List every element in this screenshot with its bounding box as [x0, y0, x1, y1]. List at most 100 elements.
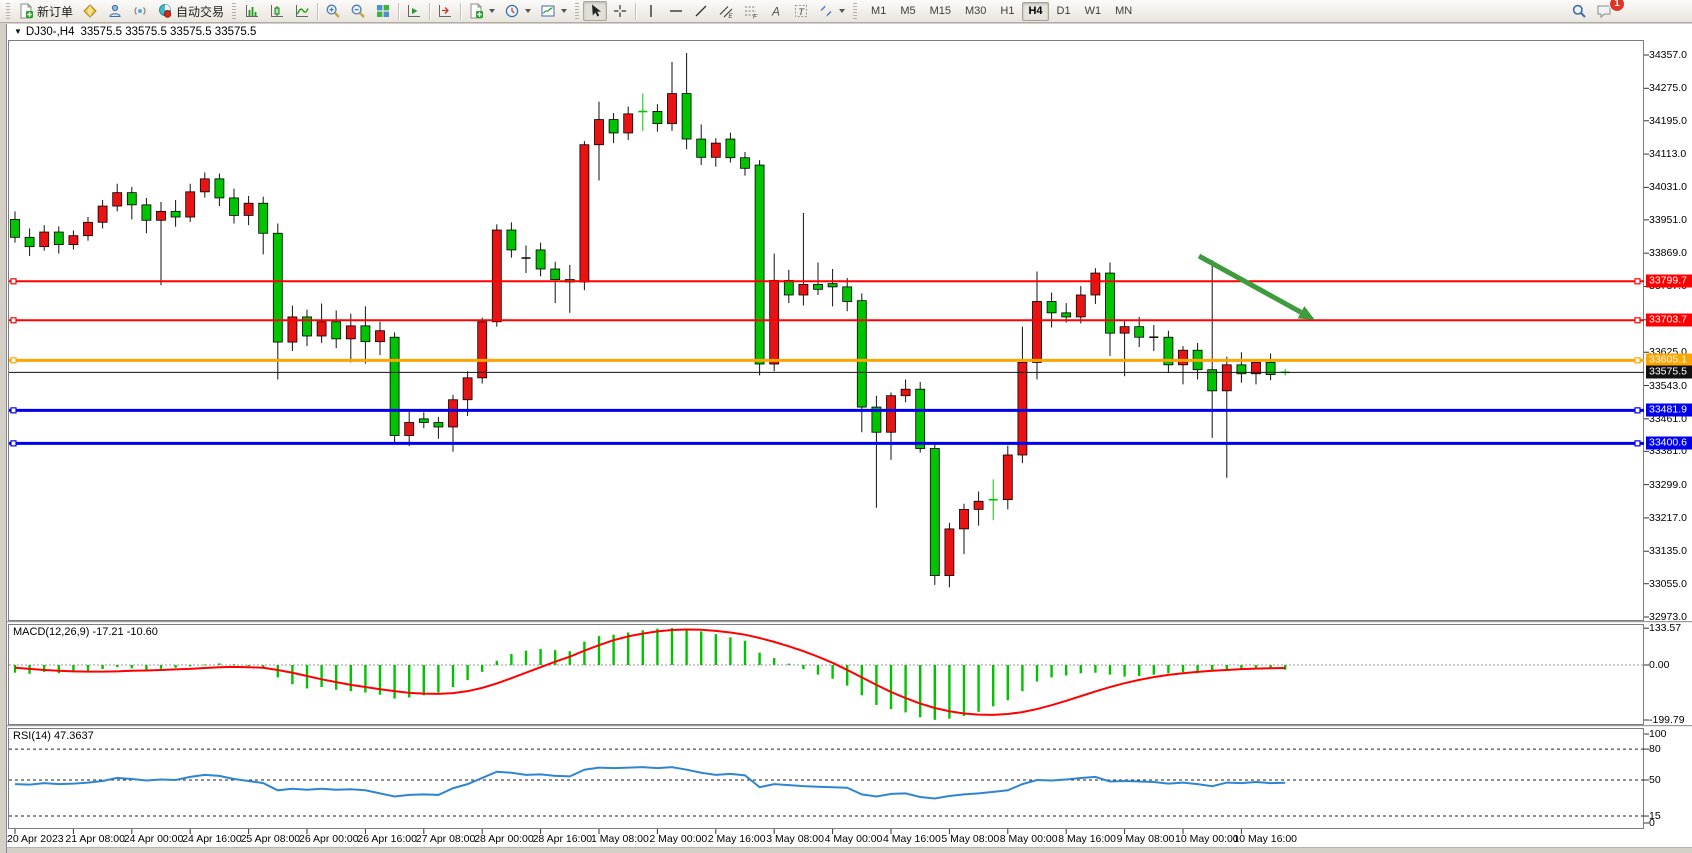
chart-canvas[interactable] — [7, 24, 1692, 853]
toolbar-grip[interactable] — [6, 2, 10, 20]
candlestick — [272, 232, 283, 343]
line-chart-icon — [294, 3, 310, 19]
tile-windows-icon — [375, 3, 391, 19]
timeframe-button-D1[interactable]: D1 — [1056, 4, 1071, 17]
candlestick — [1119, 326, 1130, 334]
candlestick-chart-button[interactable] — [265, 1, 289, 21]
hline-handle[interactable] — [1634, 278, 1641, 285]
arrows-icon — [818, 3, 834, 19]
candlestick — [375, 330, 385, 343]
fibonacci-button[interactable]: F — [739, 1, 763, 21]
timeframe-button-W1[interactable]: W1 — [1084, 4, 1102, 17]
tile-windows-button[interactable] — [371, 1, 395, 21]
macd-histogram-bar — [539, 649, 542, 665]
macd-histogram-bar — [904, 665, 907, 713]
timeframe-button-M15[interactable]: M15 — [929, 4, 951, 17]
candlestick — [462, 377, 473, 401]
cursor-button[interactable] — [583, 1, 608, 21]
svg-text:E: E — [729, 14, 734, 19]
macd-histogram-bar — [919, 665, 922, 718]
line-chart-button[interactable] — [290, 1, 314, 21]
text-label-button[interactable]: T — [789, 1, 813, 21]
candlestick — [813, 284, 823, 290]
search-button[interactable] — [1567, 1, 1591, 21]
hline-handle[interactable] — [10, 278, 17, 285]
hline-handle[interactable] — [1634, 317, 1641, 324]
candlestick — [1163, 336, 1174, 366]
collapse-triangle-icon[interactable]: ▼ — [14, 27, 22, 36]
macd-histogram-bar — [203, 664, 206, 666]
candlestick — [740, 157, 750, 169]
zoom-in-icon — [325, 3, 341, 19]
hline-handle[interactable] — [1634, 407, 1641, 414]
macd-histogram-bar — [714, 634, 717, 665]
hline-handle[interactable] — [10, 317, 17, 324]
hline-handle[interactable] — [1634, 357, 1641, 364]
timeframe-button-H1[interactable]: H1 — [1000, 4, 1015, 17]
panel-separator[interactable] — [7, 725, 1692, 728]
candlestick — [214, 178, 225, 199]
candlestick — [754, 164, 765, 365]
horizontal-line-button[interactable] — [664, 1, 688, 21]
templates-button[interactable] — [536, 1, 571, 21]
toolbar-grip[interactable] — [232, 2, 237, 20]
auto-scroll-button[interactable] — [402, 1, 426, 21]
new-order-button[interactable]: 新订单 — [14, 1, 77, 21]
toolbar-grip[interactable] — [575, 2, 580, 20]
trendline-button[interactable] — [689, 1, 713, 21]
candlestick — [579, 144, 590, 283]
equidistant-channel-button[interactable]: E — [714, 1, 738, 21]
macd-histogram-bar — [408, 665, 411, 698]
timeframe-button-M5[interactable]: M5 — [900, 4, 916, 17]
candlestick — [696, 138, 707, 158]
macd-panel[interactable] — [8, 624, 1644, 725]
crosshair-button[interactable] — [608, 1, 632, 21]
indicators-button[interactable] — [464, 1, 499, 21]
timeframe-button-MN[interactable]: MN — [1115, 4, 1133, 17]
candlestick — [389, 336, 400, 436]
chart-shift-button[interactable] — [433, 1, 457, 21]
macd-signal-line — [14, 628, 1286, 716]
vertical-line-icon — [643, 3, 659, 19]
macd-histogram-bar — [1108, 665, 1112, 675]
zoom-out-button[interactable] — [346, 1, 370, 21]
candlestick — [258, 202, 269, 234]
macd-histogram-bar — [189, 665, 192, 667]
bar-chart-button[interactable] — [240, 1, 264, 21]
macd-histogram-bar — [247, 665, 250, 667]
bar-chart-icon — [244, 3, 260, 19]
candlestick — [871, 406, 882, 433]
periods-button[interactable] — [500, 1, 535, 21]
hline-handle[interactable] — [10, 357, 17, 364]
market-watch-button[interactable] — [78, 1, 102, 21]
zoom-in-button[interactable] — [321, 1, 345, 21]
hline-handle[interactable] — [10, 407, 17, 414]
panel-separator[interactable] — [7, 621, 1692, 624]
candlestick — [170, 210, 181, 218]
candlestick — [1178, 349, 1188, 366]
hline-handle[interactable] — [10, 440, 17, 447]
toolbar-grip[interactable] — [853, 2, 858, 20]
rsi-panel[interactable] — [8, 728, 1644, 829]
macd-histogram-bar — [743, 640, 747, 665]
arrows-button[interactable] — [814, 1, 849, 21]
terminal-button[interactable] — [103, 1, 127, 21]
trend-arrow-annotation[interactable] — [1197, 253, 1303, 315]
macd-histogram-bar — [1181, 665, 1185, 673]
vertical-line-button[interactable] — [639, 1, 663, 21]
notification-badge[interactable]: 1 — [1610, 0, 1624, 11]
timeframe-button-M1[interactable]: M1 — [871, 4, 887, 17]
chart-ohlc-values: 33575.5 33575.5 33575.5 33575.5 — [80, 26, 257, 38]
candlestick — [83, 221, 93, 237]
candlestick — [594, 119, 604, 146]
candlestick — [1032, 301, 1042, 363]
chart-symbol-period: DJ30-,H4 — [25, 26, 75, 38]
timeframe-button-H4[interactable]: H4 — [1022, 1, 1049, 21]
text-button[interactable]: A — [764, 1, 788, 21]
macd-histogram-bar — [130, 665, 133, 669]
autotrading-button[interactable]: 自动交易 — [153, 1, 228, 21]
broadcast-button[interactable] — [128, 1, 152, 21]
timeframe-button-M30[interactable]: M30 — [965, 4, 987, 17]
hline-handle[interactable] — [1634, 440, 1641, 447]
autotrading-icon — [157, 3, 173, 19]
